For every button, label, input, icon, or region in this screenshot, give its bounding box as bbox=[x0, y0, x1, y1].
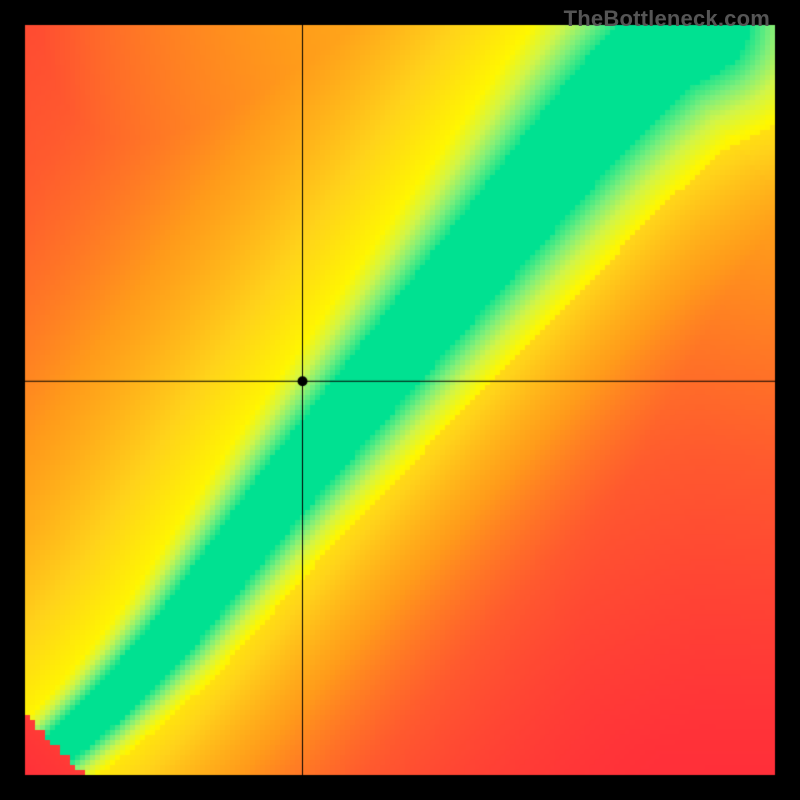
watermark-text: TheBottleneck.com bbox=[564, 6, 770, 32]
bottleneck-heatmap bbox=[0, 0, 800, 800]
heatmap-canvas bbox=[0, 0, 800, 800]
